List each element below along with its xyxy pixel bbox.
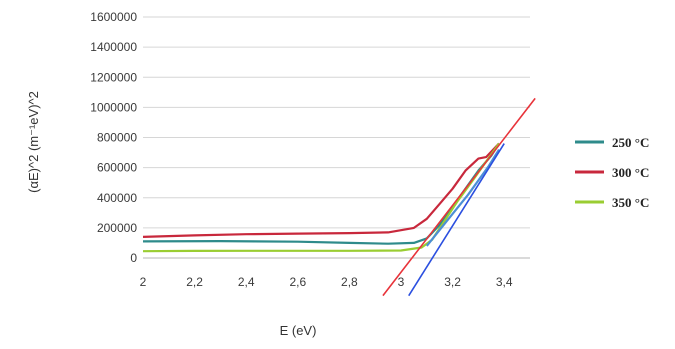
legend-label: 350 °C — [612, 195, 649, 210]
series-line — [142, 142, 500, 238]
x-tick-label: 3,2 — [444, 275, 461, 289]
y-tick-labels: 0 200000 400000 600000 800000 1000000 1200000 1… — [90, 10, 137, 265]
gridlines — [143, 16, 530, 259]
series-line — [425, 149, 500, 247]
y-tick-label: 800000 — [97, 131, 137, 145]
y-tick-label: 600000 — [97, 161, 137, 175]
y-tick-label: 1600000 — [90, 10, 137, 24]
x-tick-label: 2,6 — [289, 275, 306, 289]
y-tick-label: 200000 — [97, 221, 137, 235]
series-line — [142, 142, 500, 245]
tangent-line — [408, 143, 505, 297]
y-tick-label: 0 — [130, 251, 137, 265]
x-tick-label: 2,4 — [238, 275, 255, 289]
tangent-line — [382, 97, 536, 297]
legend-label: 250 °C — [612, 135, 649, 150]
x-axis-title: E (eV) — [280, 323, 317, 338]
y-axis-title: (αE)^2 (m⁻¹eV)^2 — [26, 91, 41, 193]
y-tick-label: 1000000 — [90, 100, 137, 114]
y-tick-label: 1200000 — [90, 70, 137, 84]
y-tick-label: 1400000 — [90, 40, 137, 54]
tangent-lines — [382, 97, 536, 297]
x-tick-label: 2,2 — [186, 275, 203, 289]
x-tick-label: 2 — [140, 275, 147, 289]
x-tick-labels: 2 2,2 2,4 2,6 2,8 3 3,2 3,4 — [140, 275, 513, 289]
legend: 250 °C 300 °C 350 °C — [575, 135, 649, 210]
y-tick-label: 400000 — [97, 191, 137, 205]
x-tick-label: 3,4 — [496, 275, 513, 289]
x-tick-label: 2,8 — [341, 275, 358, 289]
x-tick-label: 3 — [398, 275, 405, 289]
legend-label: 300 °C — [612, 165, 649, 180]
